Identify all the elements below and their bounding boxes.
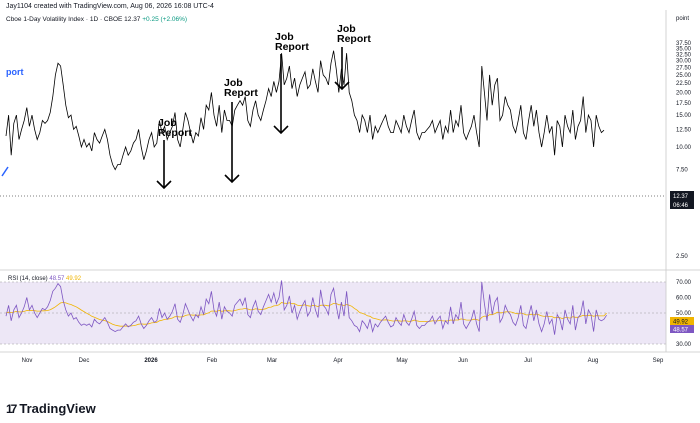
price-tick-label: 7.50 — [676, 168, 688, 174]
countdown-value: 06:46 — [673, 203, 689, 209]
price-axis: 2.505.007.5010.0012.5015.0017.5020.0022.… — [676, 41, 692, 260]
time-tick-label: Jul — [524, 358, 532, 364]
job-report-label: Job — [275, 31, 294, 43]
time-tick-label: Aug — [588, 358, 599, 364]
rsi-line — [5, 280, 607, 335]
arrow-head-icon — [273, 125, 289, 135]
price-series-line — [5, 50, 605, 171]
rsi-ma-line — [5, 302, 607, 327]
countdown-badge — [670, 200, 694, 209]
arrow-head-icon — [334, 81, 350, 91]
tradingview-logo-icon: 17 — [6, 402, 17, 416]
price-tick-label: 32.50 — [676, 52, 692, 58]
symbol-interval: 1D — [89, 16, 99, 23]
price-tick-label: 22.50 — [676, 81, 692, 87]
time-axis: Nov Dec 2026 Feb Mar Apr May Jun Jul Aug Sep — [22, 358, 664, 364]
arrow-head-icon — [156, 180, 172, 190]
price-tick-label: 37.50 — [676, 41, 692, 47]
tradingview-brand[interactable]: 17 TradingView — [6, 401, 96, 416]
rsi-tick-label: 50.00 — [676, 311, 692, 317]
price-badge — [670, 191, 694, 200]
job-report-label: Job — [158, 117, 177, 129]
job-report-label: Report — [337, 33, 371, 45]
rsi-legend-label: RSI (14, close) — [8, 276, 48, 282]
time-tick-label: Jun — [458, 358, 468, 364]
price-badge-value: 12.37 — [673, 194, 689, 200]
price-tick-label: 2.50 — [676, 254, 688, 260]
rsi-badge — [670, 325, 694, 333]
job-report-label: Report — [224, 87, 258, 99]
job-report-label: Report — [275, 41, 309, 53]
price-tick-label: 30.00 — [676, 59, 692, 65]
time-tick-label: Mar — [267, 358, 277, 364]
price-tick-label: 15.00 — [676, 113, 692, 119]
price-tick-label: 25.00 — [676, 73, 692, 79]
price-tick-label: 17.50 — [676, 101, 692, 107]
job-report-label: Report — [158, 127, 192, 139]
job-report-label: Job — [224, 77, 243, 89]
rsi-tick-label: 60.00 — [676, 296, 692, 302]
time-tick-label: Feb — [207, 358, 218, 364]
price-axis-unit: point — [676, 16, 689, 22]
symbol-price: 12.37 — [124, 16, 141, 23]
symbol-name: Cboe 1-Day Volatility Index — [6, 16, 85, 23]
time-tick-label: Dec — [79, 358, 90, 364]
price-tick-label: 35.00 — [676, 46, 692, 52]
time-tick-label: Sep — [653, 358, 664, 364]
price-tick-label: 20.00 — [676, 90, 692, 96]
brand-name: TradingView — [19, 401, 96, 416]
rsi-badge-value: 48.57 — [673, 328, 689, 334]
rsi-tick-label: 70.00 — [676, 280, 692, 286]
chart-credit: Jay1104 created with TradingView.com, Au… — [6, 3, 214, 10]
rsi-tick-label: 30.00 — [676, 342, 692, 348]
time-tick-label: Nov — [22, 358, 33, 364]
side-label: port — [6, 67, 24, 77]
symbol-exchange: CBOE — [103, 16, 123, 23]
rsi-legend-ma: 49.92 — [66, 276, 82, 282]
price-tick-label: 10.00 — [676, 145, 692, 151]
rsi-legend-value: 48.57 — [49, 276, 65, 282]
time-tick-label: 2026 — [144, 358, 158, 364]
arrow-head-icon — [224, 174, 240, 184]
symbol-change: +0.25 (+2.06%) — [142, 16, 188, 23]
price-tick-label: 27.50 — [676, 65, 692, 71]
rsi-legend: RSI (14, close) 48.57 49.92 — [8, 276, 81, 282]
rsi-ma-badge — [670, 317, 694, 325]
symbol-info: Cboe 1-Day Volatility Index · 1D · CBOE … — [6, 16, 188, 23]
rsi-ma-badge-value: 49.92 — [673, 320, 689, 326]
price-tick-label: 12.50 — [676, 127, 692, 133]
side-accent-mark — [1, 166, 9, 177]
job-report-label: Job — [337, 23, 356, 35]
time-tick-label: May — [396, 358, 407, 364]
time-tick-label: Apr — [333, 358, 342, 364]
